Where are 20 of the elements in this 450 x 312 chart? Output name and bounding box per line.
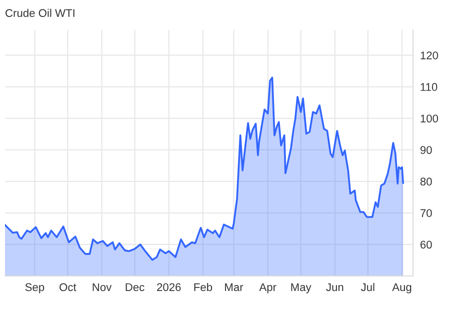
x-tick-label: Nov (92, 283, 112, 292)
x-tick-label: Mar (225, 283, 244, 292)
y-tick-label: 110 (420, 83, 438, 91)
x-tick-label: Oct (60, 283, 76, 292)
y-tick-label: 60 (420, 240, 432, 249)
x-tick-label: Jun (326, 283, 344, 292)
y-tick-label: 80 (420, 178, 432, 186)
y-tick-label: 100 (420, 114, 438, 122)
y-tick-label: 120 (420, 52, 438, 60)
x-tick-label: Feb (194, 282, 212, 292)
x-tick-label: Aug (392, 283, 412, 294)
chart-title: Crude Oil WTI (6, 8, 74, 17)
x-tick-label: Sep (25, 283, 44, 294)
x-tick-label: Dec (126, 283, 144, 292)
x-tick-label: May (291, 283, 312, 294)
x-tick-label: Apr (259, 283, 276, 294)
x-tick-label: 2026 (157, 283, 181, 292)
x-tick-label: Jul (360, 282, 374, 292)
y-tick-label: 90 (420, 146, 432, 154)
y-tick-label: 70 (420, 209, 432, 218)
